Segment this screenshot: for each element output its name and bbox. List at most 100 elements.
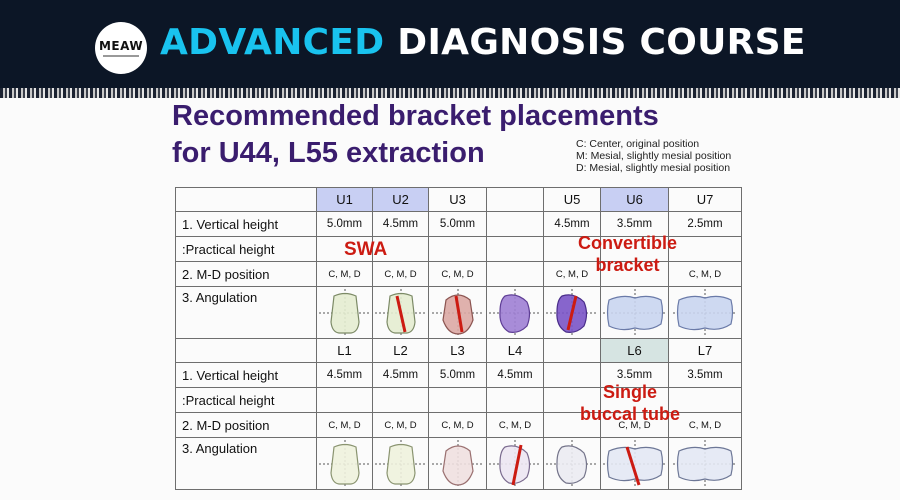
angulation-cell (600, 437, 669, 490)
empty-cell (316, 236, 373, 262)
row-label: 3. Angulation (175, 437, 317, 490)
upper-angulation-row: 3. Angulation (175, 286, 742, 339)
md-position-cell: C, M, D (428, 412, 487, 438)
angulation-cell (428, 286, 487, 339)
upper-header-cell: U3 (428, 187, 487, 212)
empty-cell (668, 236, 742, 262)
vertical-height-cell: 4.5mm (372, 362, 429, 388)
vertical-height-cell: 3.5mm (600, 362, 669, 388)
row-label: 2. M-D position (175, 261, 317, 287)
tooth-icon (374, 288, 427, 337)
row-label: 1. Vertical height (175, 362, 317, 388)
lower-header-cell: L7 (668, 338, 742, 363)
angulation-cell (668, 437, 742, 490)
tooth-icon (431, 288, 484, 337)
angulation-cell (543, 286, 601, 339)
legend: C: Center, original position M: Mesial, … (576, 138, 731, 174)
tooth-icon (602, 439, 667, 488)
bracket-axis-line (511, 444, 523, 485)
md-position-cell: C, M, D (668, 412, 742, 438)
tooth-icon (318, 288, 371, 337)
course-title-accent: ADVANCED (160, 22, 385, 63)
tooth-icon (431, 439, 484, 488)
upper-header-cell (486, 187, 544, 212)
tooth-crown (441, 444, 474, 486)
bracket-placement-table: U1 U2 U3 U5 U6 U7 1. Vertical height 5.0… (175, 187, 742, 490)
angulation-cell (668, 286, 742, 339)
course-banner: MEAW ADVANCED DIAGNOSIS COURSE (0, 0, 900, 92)
logo-text: MEAW (98, 39, 144, 53)
empty-cell (486, 387, 544, 413)
slide-title: Recommended bracket placements for U44, … (172, 100, 659, 169)
lower-angulation-row: 3. Angulation (175, 437, 742, 490)
row-label: 1. Vertical height (175, 211, 317, 237)
tooth-icon (673, 439, 737, 488)
vertical-height-cell: 5.0mm (428, 362, 487, 388)
row-label: :Practical height (175, 387, 317, 413)
tooth-icon (602, 288, 667, 337)
tooth-icon (489, 288, 541, 337)
empty-cell (372, 236, 429, 262)
vertical-height-cell: 2.5mm (668, 211, 742, 237)
tooth-icon (489, 439, 541, 488)
bracket-axis-line (625, 446, 640, 485)
md-position-cell (600, 261, 669, 287)
lower-header-cell: L1 (316, 338, 373, 363)
md-position-cell (486, 261, 544, 287)
tooth-icon (546, 439, 598, 488)
angulation-cell (543, 437, 601, 490)
upper-header-row: U1 U2 U3 U5 U6 U7 (175, 187, 742, 212)
md-position-cell (543, 412, 601, 438)
md-position-cell: C, M, D (372, 261, 429, 287)
legend-item: D: Mesial, slightly mesial position (576, 162, 731, 174)
tooth-crown (499, 293, 531, 333)
vertical-height-cell: 5.0mm (316, 211, 373, 237)
tooth-crown (676, 446, 734, 481)
md-position-cell: C, M, D (668, 261, 742, 287)
md-position-cell: C, M, D (428, 261, 487, 287)
lower-header-cell: L2 (372, 338, 429, 363)
row-label: 2. M-D position (175, 412, 317, 438)
vertical-height-cell: 3.5mm (668, 362, 742, 388)
vertical-height-cell: 5.0mm (428, 211, 487, 237)
vertical-height-cell: 4.5mm (372, 211, 429, 237)
angulation-cell (372, 286, 429, 339)
bracket-axis-line (395, 295, 406, 332)
banner-divider (0, 88, 900, 98)
md-position-cell: C, M, D (316, 412, 373, 438)
tooth-crown (385, 443, 416, 485)
vertical-height-cell (486, 211, 544, 237)
empty-cell (372, 387, 429, 413)
vertical-height-cell: 4.5mm (486, 362, 544, 388)
tooth-crown (499, 444, 531, 484)
legend-item: C: Center, original position (576, 138, 700, 150)
convertible-bracket-annotation: Convertible bracket (578, 233, 678, 275)
angulation-cell (600, 286, 669, 339)
angulation-cell (486, 286, 544, 339)
lower-md-position-row: 2. M-D position C, M, D C, M, D C, M, D … (175, 412, 742, 438)
bracket-axis-line (566, 295, 578, 330)
logo-underline (103, 55, 139, 57)
empty-cell (486, 236, 544, 262)
tooth-crown (329, 292, 360, 334)
angulation-cell (486, 437, 544, 490)
tooth-icon (546, 288, 598, 337)
angulation-cell (316, 437, 373, 490)
lower-header-cell: L6 (600, 338, 669, 363)
single-buccal-tube-annotation: Single buccal tube (580, 382, 681, 424)
swa-annotation: SWA (344, 239, 388, 260)
legend-item: M: Mesial, slightly mesial position (576, 150, 732, 162)
corner-cell (175, 338, 317, 363)
tooth-crown (556, 444, 588, 484)
upper-header-cell: U2 (372, 187, 429, 212)
tooth-crown (606, 446, 663, 481)
vertical-height-cell: 4.5mm (543, 211, 601, 237)
upper-header-cell: U5 (543, 187, 601, 212)
course-title: ADVANCED DIAGNOSIS COURSE (160, 22, 806, 63)
lower-header-row: L1 L2 L3 L4 L6 L7 (175, 338, 742, 363)
tooth-crown (676, 295, 734, 330)
upper-header-cell: U7 (668, 187, 742, 212)
angulation-cell (316, 286, 373, 339)
upper-header-cell: U6 (600, 187, 669, 212)
corner-cell (175, 187, 317, 212)
